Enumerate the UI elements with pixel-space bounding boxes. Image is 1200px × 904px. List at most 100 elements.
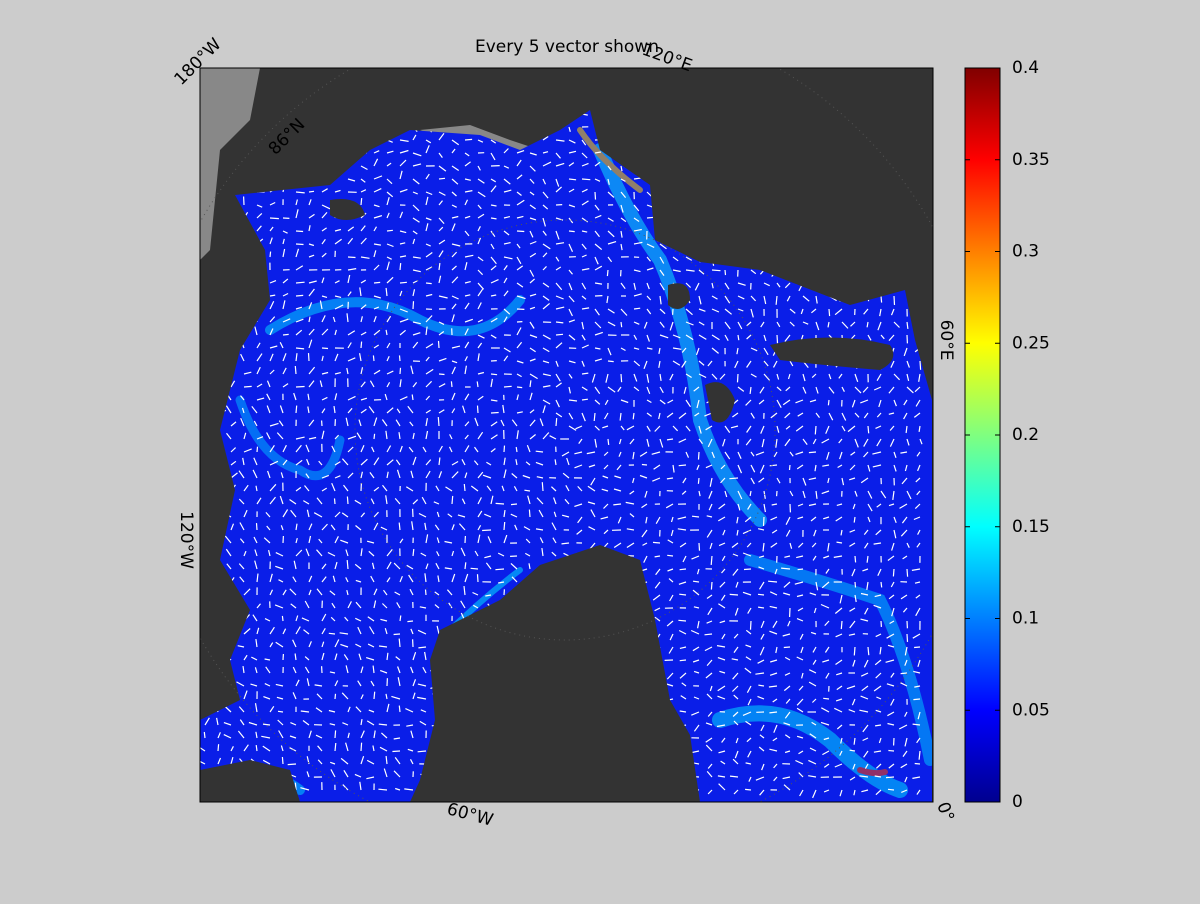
vector (288, 764, 296, 765)
vector (751, 621, 752, 630)
vector (594, 413, 595, 421)
vector (270, 252, 271, 257)
vector (517, 231, 524, 232)
vector (329, 633, 335, 634)
vector (278, 711, 283, 712)
vector (335, 694, 336, 699)
map-title: Every 5 vector shown (475, 37, 659, 57)
vector (907, 634, 908, 642)
vector (854, 647, 855, 655)
colorbar-tick-label: 0.2 (1012, 425, 1039, 445)
vector (439, 341, 440, 348)
vector (204, 732, 205, 738)
vector (471, 568, 478, 569)
vector (855, 556, 856, 562)
vector (914, 647, 920, 648)
vector (296, 406, 297, 413)
vector (536, 451, 543, 452)
vector (296, 295, 303, 296)
vector (705, 634, 713, 635)
vector (296, 282, 305, 283)
vector (504, 522, 505, 530)
vector (309, 191, 314, 192)
vector (881, 296, 882, 303)
vector (823, 698, 829, 699)
vector (770, 465, 777, 466)
vector (920, 361, 921, 370)
grid-label: 120°W (176, 511, 196, 569)
vector (556, 334, 563, 335)
vector (296, 244, 304, 245)
vector (282, 757, 283, 764)
vector (725, 270, 726, 275)
vector (516, 447, 517, 452)
vector (777, 335, 778, 343)
vector (744, 569, 751, 570)
vector (730, 594, 738, 595)
vector (451, 381, 452, 387)
vector (517, 387, 522, 388)
vector (868, 426, 869, 433)
vector (511, 504, 517, 505)
vector (378, 789, 387, 790)
vector (828, 400, 829, 405)
vector (478, 574, 479, 582)
vector (257, 447, 258, 452)
vector (399, 523, 400, 530)
colorbar (965, 68, 1000, 802)
vector (361, 743, 362, 751)
vector (582, 179, 590, 180)
vector (881, 582, 882, 587)
vector (295, 366, 296, 374)
vector (413, 549, 414, 556)
vector (692, 516, 699, 517)
vector (504, 386, 512, 387)
colorbar-tick-label: 0.25 (1012, 333, 1050, 353)
vector (412, 395, 413, 401)
vector (504, 446, 505, 452)
vector (374, 692, 375, 699)
vector (915, 764, 920, 765)
vector (374, 434, 375, 439)
vector (347, 497, 348, 505)
vector (582, 399, 588, 400)
vector (712, 270, 721, 271)
vector (667, 555, 673, 556)
vector (400, 355, 401, 361)
vector (529, 510, 530, 517)
colorbar-tick-label: 0.05 (1012, 700, 1050, 720)
vector (426, 590, 427, 596)
vector (901, 673, 907, 674)
vector (768, 581, 777, 582)
vector (477, 381, 478, 387)
vector (729, 478, 738, 479)
grid-label: 0° (932, 799, 957, 824)
vector (335, 730, 336, 738)
vector (257, 523, 258, 530)
vector (699, 543, 700, 551)
vector (495, 569, 504, 570)
vector (608, 439, 609, 445)
vector (809, 452, 816, 453)
vector (392, 751, 400, 752)
vector (758, 594, 764, 595)
vector (400, 282, 407, 283)
vector (621, 374, 622, 382)
vector (680, 660, 686, 661)
vector (711, 582, 712, 590)
grid-label: 60°W (445, 799, 496, 831)
vector (413, 301, 414, 309)
vector (569, 179, 576, 180)
grid-label: 60°E (936, 320, 956, 361)
vector (322, 348, 328, 349)
vector (270, 218, 279, 219)
vector (374, 282, 380, 283)
vector (439, 374, 445, 375)
vector (841, 621, 842, 629)
vector (711, 556, 712, 565)
vector (244, 386, 252, 387)
vector (452, 496, 453, 504)
vector (400, 368, 401, 374)
vector (907, 569, 908, 577)
